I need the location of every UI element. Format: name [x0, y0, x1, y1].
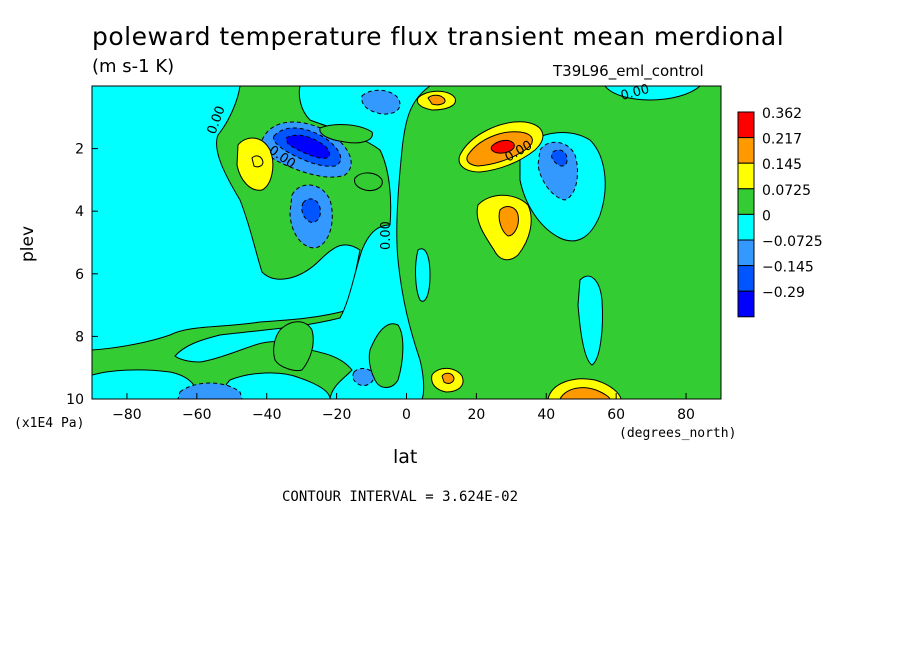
- colorbar-swatch: [737, 137, 755, 164]
- x-axis: −80 −60 −40 −20 0 20 40 60 80: [112, 393, 695, 423]
- colorbar-label: 0.0725: [762, 183, 811, 199]
- neg-core-c: [361, 89, 401, 115]
- colorbar: 0.362 0.217 0.145 0.0725 0 −0.0725 −0.145 −0.29: [737, 106, 823, 318]
- x-tick-label: −60: [182, 407, 212, 423]
- y-tick-label: 4: [75, 204, 84, 220]
- x-tick-label: 0: [402, 407, 411, 423]
- colorbar-swatch: [737, 188, 755, 215]
- x-tick-label: −20: [322, 407, 352, 423]
- green-patch-c: [368, 323, 404, 388]
- cyan-region-central: [174, 86, 431, 399]
- pos-core-c-inner: [490, 139, 515, 154]
- green-patch-d: [319, 124, 373, 144]
- x-axis-label: lat: [393, 446, 418, 468]
- chart-title: poleward temperature flux transient mean…: [92, 22, 785, 51]
- x-axis-units: (degrees_north): [619, 426, 737, 441]
- pos-core-b-inner: [427, 94, 446, 106]
- colorbar-swatch: [737, 213, 755, 241]
- contour-label: 0.00: [619, 82, 651, 104]
- colorbar-label: −0.0725: [762, 234, 823, 250]
- y-tick-label: 6: [75, 267, 84, 283]
- contour-interval-text: CONTOUR INTERVAL = 3.624E-02: [282, 489, 519, 505]
- neg-core-d-inner: [551, 149, 568, 167]
- chart-units: (m s-1 K): [92, 56, 175, 77]
- x-tick-label: 20: [467, 407, 485, 423]
- y-axis-units: (x1E4 Pa): [14, 416, 85, 431]
- neg-core-d: [537, 141, 578, 201]
- y-tick-label: 10: [66, 392, 84, 408]
- neg-core-b-inner: [301, 198, 321, 223]
- colorbar-label: 0.217: [762, 132, 802, 148]
- x-tick-label: 60: [607, 407, 625, 423]
- colorbar-label: −0.29: [762, 285, 805, 301]
- colorbar-swatch: [737, 162, 755, 190]
- cyan-region-west: [92, 86, 361, 351]
- colorbar-swatch: [737, 111, 755, 139]
- pos-core-f-inner: [559, 387, 611, 399]
- neg-core-e: [177, 382, 243, 399]
- green-patch-a: [354, 172, 383, 191]
- pos-core-e-inner: [441, 372, 455, 384]
- colorbar-swatch: [737, 265, 755, 292]
- x-tick-label: 80: [677, 407, 695, 423]
- cyan-region-northeast: [604, 86, 701, 101]
- cyan-sliver: [415, 248, 431, 302]
- cyan-region-far-east: [577, 275, 603, 366]
- x-tick-label: −80: [112, 407, 142, 423]
- contour-fields: [92, 86, 701, 399]
- colorbar-label: 0.145: [762, 157, 802, 173]
- pos-core-d-inner: [498, 206, 519, 237]
- y-tick-label: 2: [75, 142, 84, 158]
- y-axis: 2 4 6 8 10: [66, 142, 98, 408]
- contour-label: 0.00: [379, 221, 394, 250]
- colorbar-swatch: [737, 239, 755, 267]
- x-tick-label: −40: [252, 407, 282, 423]
- colorbar-label: −0.145: [762, 260, 814, 276]
- green-patch-b: [273, 321, 314, 371]
- colorbar-swatch: [737, 290, 755, 318]
- pos-core-a-inner: [251, 155, 264, 168]
- colorbar-label: 0: [762, 208, 771, 224]
- y-tick-label: 8: [75, 329, 84, 345]
- colorbar-label: 0.362: [762, 106, 802, 122]
- neg-core-f: [352, 368, 375, 387]
- neg-core-a-inner: [285, 134, 331, 159]
- dataset-label: T39L96_eml_control: [553, 62, 704, 80]
- x-tick-label: 40: [537, 407, 555, 423]
